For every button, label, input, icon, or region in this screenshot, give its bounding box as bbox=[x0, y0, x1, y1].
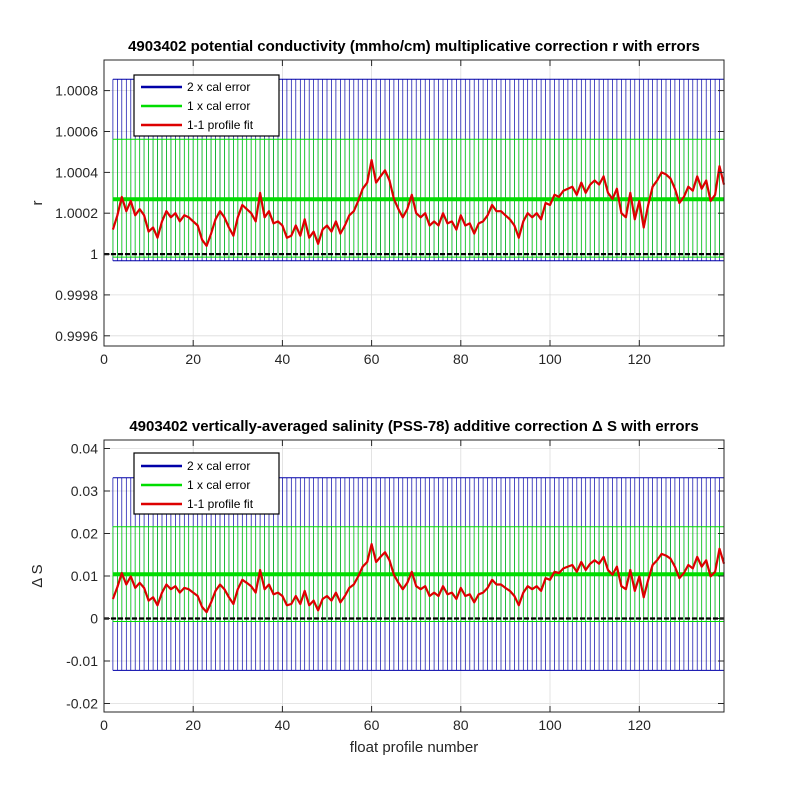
y-tick-label: 0.03 bbox=[71, 483, 98, 499]
y-tick-label: 1.0008 bbox=[55, 83, 98, 99]
axis-ticks bbox=[103, 440, 724, 712]
x-tick-label: 20 bbox=[185, 351, 201, 367]
legend-label-profile-fit: 1-1 profile fit bbox=[187, 497, 254, 511]
x-tick-label: 80 bbox=[453, 717, 469, 733]
y-tick-label: 0.9996 bbox=[55, 328, 98, 344]
chart-panel-conductivity: 4903402 potential conductivity (mmho/cm)… bbox=[29, 38, 726, 367]
x-tick-label: 100 bbox=[538, 351, 562, 367]
profile-fit-line bbox=[111, 542, 726, 614]
y-tick-label: 0 bbox=[90, 611, 98, 627]
profile-fit-series bbox=[111, 159, 726, 247]
x-tick-label: 0 bbox=[100, 717, 108, 733]
y-axis-label: r bbox=[29, 201, 46, 206]
y-tick-label: 0.04 bbox=[71, 441, 98, 457]
legend-label-profile-fit: 1-1 profile fit bbox=[187, 118, 254, 132]
chart-title: 4903402 vertically-averaged salinity (PS… bbox=[129, 418, 698, 435]
y-tick-labels: 0.9996 0.9998 1 1.0002 1.0004 1.0006 1.0008 bbox=[55, 83, 98, 344]
y-tick-label: 0.02 bbox=[71, 526, 98, 542]
x-tick-label: 60 bbox=[364, 717, 380, 733]
x-tick-labels: 0 20 40 60 80 100 120 bbox=[100, 717, 651, 733]
x-tick-label: 120 bbox=[628, 351, 652, 367]
axis-ticks bbox=[103, 60, 724, 346]
y-tick-label: 1.0006 bbox=[55, 124, 98, 140]
y-tick-label: 1.0004 bbox=[55, 164, 98, 180]
profile-fit-series bbox=[111, 542, 726, 614]
x-axis-label: float profile number bbox=[350, 739, 478, 756]
x-tick-label: 0 bbox=[100, 351, 108, 367]
y-tick-label: 0.01 bbox=[71, 568, 98, 584]
y-tick-label: -0.01 bbox=[66, 653, 98, 669]
y-tick-labels: -0.02 -0.01 0 0.01 0.02 0.03 0.04 bbox=[66, 441, 98, 712]
y-tick-label: 0.9998 bbox=[55, 287, 98, 303]
x-tick-label: 120 bbox=[628, 717, 652, 733]
x-tick-labels: 0 20 40 60 80 100 120 bbox=[100, 351, 651, 367]
axes-box bbox=[103, 59, 725, 347]
chart-title: 4903402 potential conductivity (mmho/cm)… bbox=[128, 38, 700, 55]
legend: 2 x cal error 1 x cal error 1-1 profile … bbox=[133, 452, 280, 515]
x-tick-label: 40 bbox=[275, 717, 291, 733]
y-axis-label: Δ S bbox=[29, 564, 46, 587]
legend: 2 x cal error 1 x cal error 1-1 profile … bbox=[133, 74, 280, 137]
x-tick-label: 60 bbox=[364, 351, 380, 367]
legend-label-1x-cal: 1 x cal error bbox=[187, 478, 250, 492]
legend-label-2x-cal: 2 x cal error bbox=[187, 80, 250, 94]
y-tick-label: 1 bbox=[90, 246, 98, 262]
y-tick-label: 1.0002 bbox=[55, 205, 98, 221]
y-tick-label: -0.02 bbox=[66, 696, 98, 712]
legend-label-1x-cal: 1 x cal error bbox=[187, 99, 250, 113]
chart-panel-salinity: 4903402 vertically-averaged salinity (PS… bbox=[29, 418, 726, 756]
x-tick-label: 20 bbox=[185, 717, 201, 733]
x-tick-label: 80 bbox=[453, 351, 469, 367]
legend-label-2x-cal: 2 x cal error bbox=[187, 459, 250, 473]
x-tick-label: 100 bbox=[538, 717, 562, 733]
x-tick-label: 40 bbox=[275, 351, 291, 367]
profile-fit-line bbox=[111, 159, 726, 247]
